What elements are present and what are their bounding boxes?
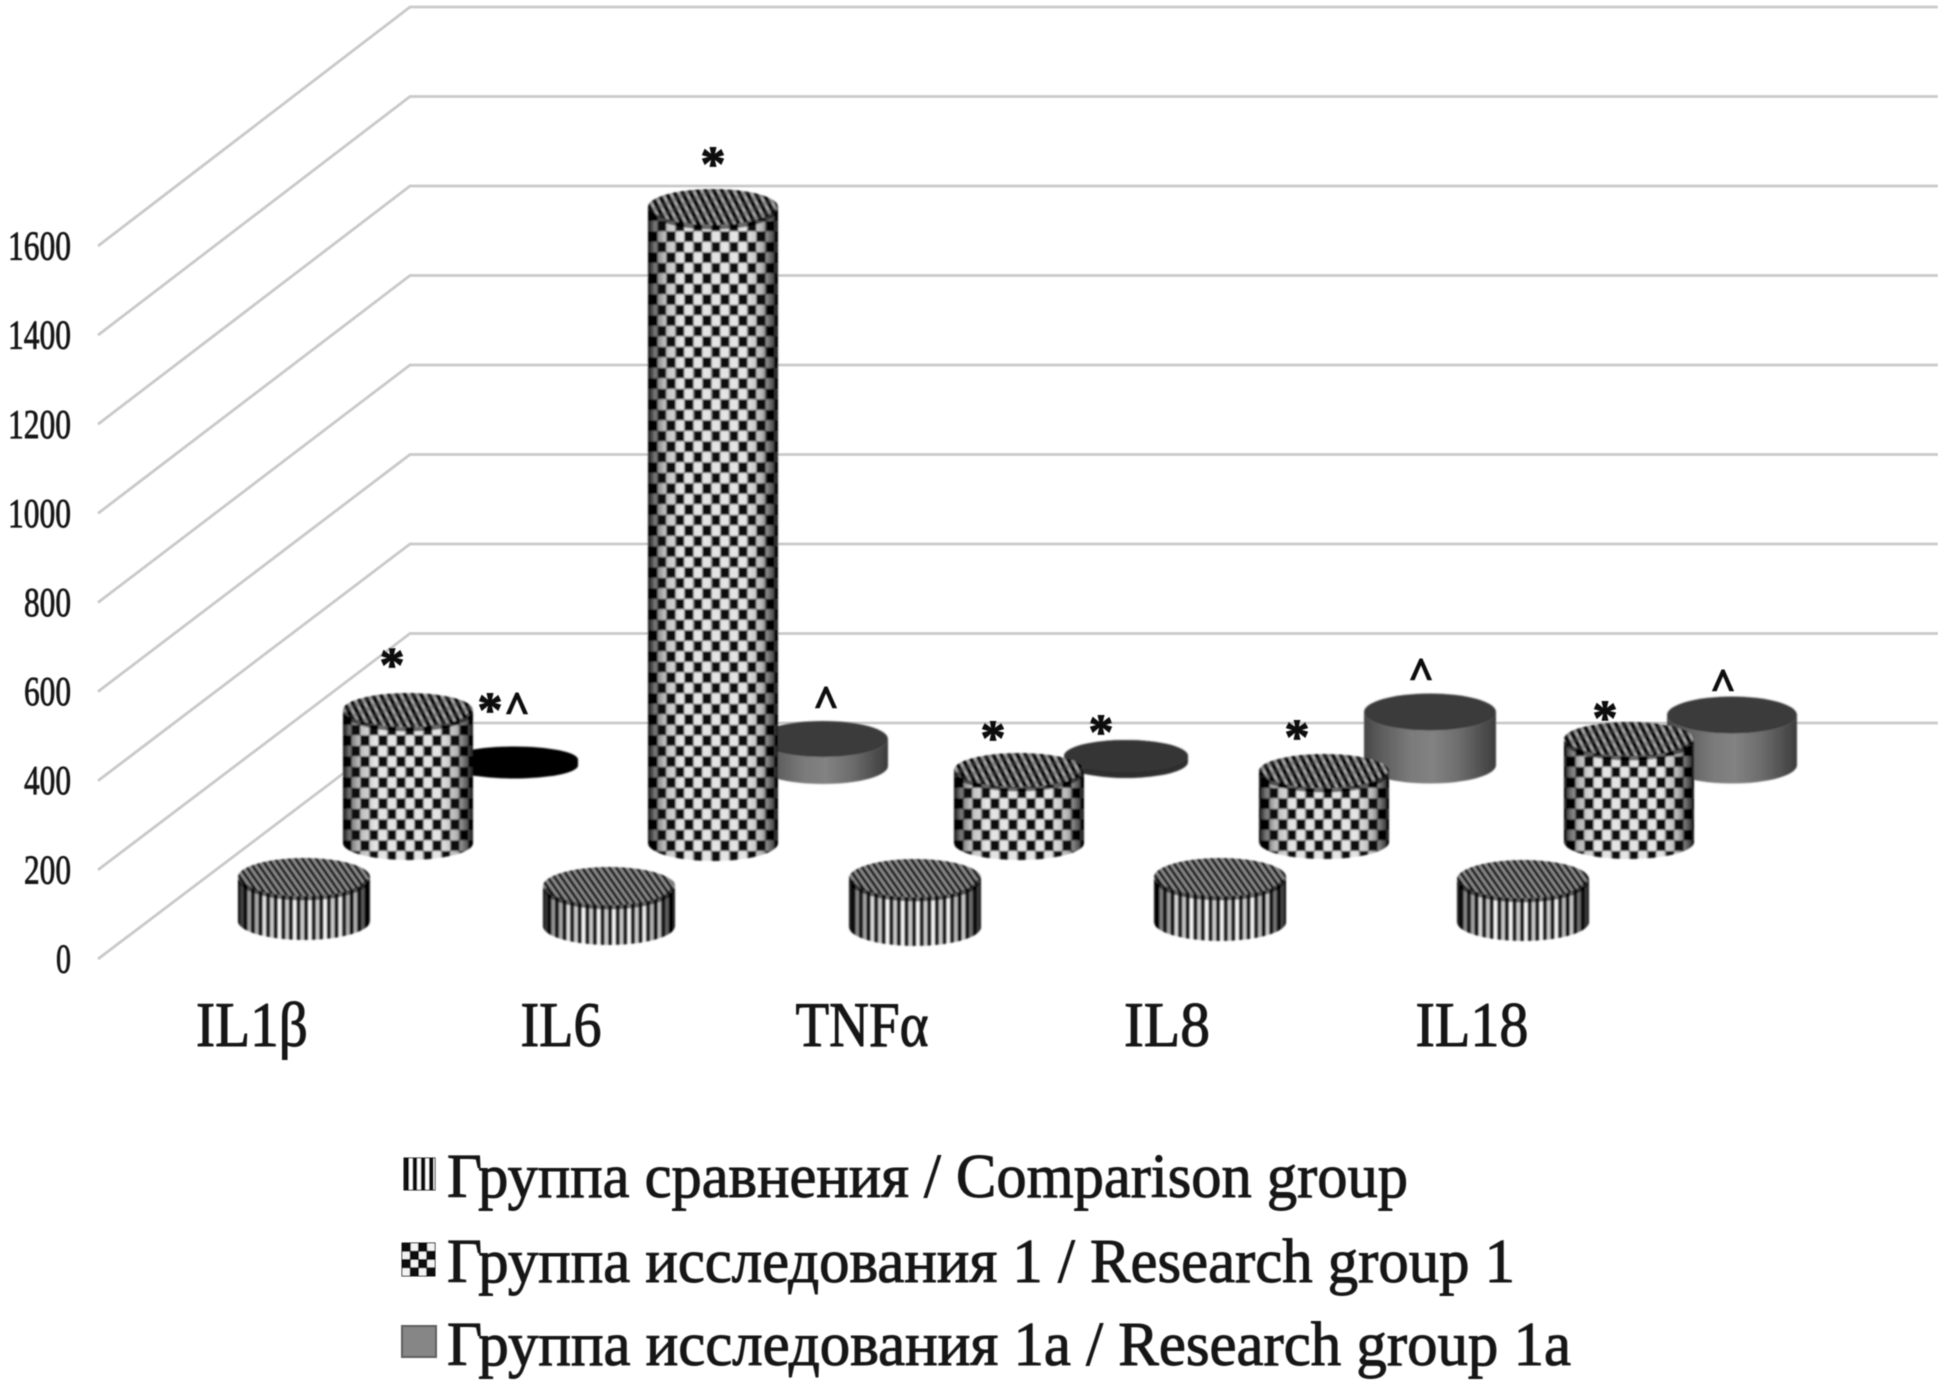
svg-text:*: * — [1089, 703, 1114, 759]
svg-text:*: * — [478, 681, 503, 737]
svg-text:0: 0 — [56, 936, 71, 982]
svg-text:Группа сравнения / Comparison: Группа сравнения / Comparison group — [447, 1143, 1408, 1211]
svg-text:IL1β: IL1β — [196, 990, 308, 1060]
svg-text:1400: 1400 — [8, 312, 71, 358]
svg-text:Группа исследования 1 / Resear: Группа исследования 1 / Research group 1 — [447, 1228, 1515, 1296]
svg-text:IL8: IL8 — [1124, 990, 1210, 1060]
svg-text:Группа исследования 1а / Resea: Группа исследования 1а / Research group … — [447, 1311, 1571, 1379]
svg-text:800: 800 — [24, 579, 71, 625]
svg-text:*: * — [1593, 689, 1618, 745]
svg-text:^: ^ — [1409, 651, 1434, 698]
svg-text:600: 600 — [24, 668, 71, 714]
svg-text:*: * — [701, 135, 726, 191]
svg-text:1000: 1000 — [8, 490, 71, 536]
svg-text:IL18: IL18 — [1416, 990, 1529, 1060]
svg-text:200: 200 — [24, 846, 71, 892]
svg-text:*: * — [380, 636, 405, 692]
svg-text:*: * — [1285, 708, 1310, 764]
svg-text:^: ^ — [814, 679, 839, 726]
svg-text:TNFα: TNFα — [796, 990, 929, 1060]
svg-text:1600: 1600 — [8, 223, 71, 269]
svg-text:400: 400 — [24, 757, 71, 803]
svg-text:^: ^ — [1711, 662, 1736, 709]
svg-text:^: ^ — [505, 685, 530, 732]
svg-text:1200: 1200 — [8, 401, 71, 447]
svg-text:IL6: IL6 — [521, 990, 602, 1060]
svg-text:*: * — [981, 709, 1006, 765]
